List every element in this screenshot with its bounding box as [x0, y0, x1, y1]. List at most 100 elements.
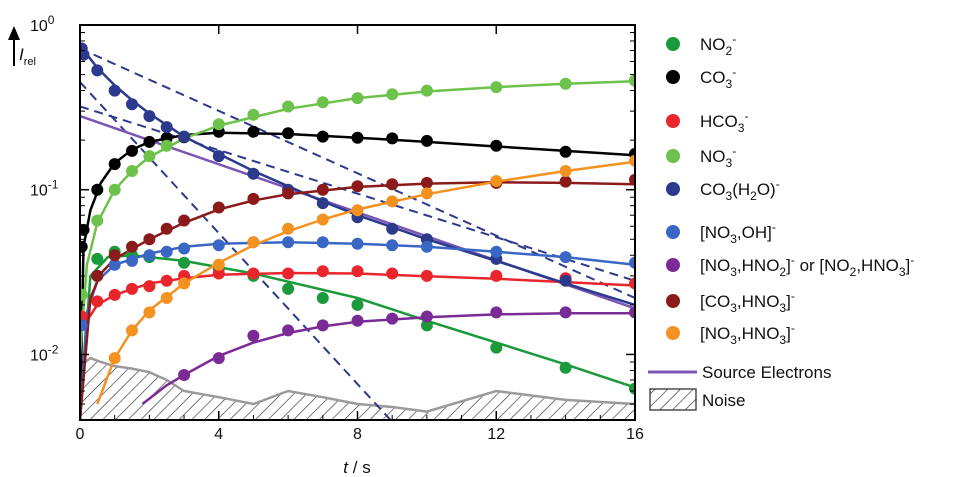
legend-label-no-oh: [NO3,OH]- [700, 220, 776, 246]
point-no-hno [178, 277, 191, 290]
point-no [91, 252, 104, 265]
point-co [108, 158, 121, 171]
point-no [351, 298, 364, 311]
point-co [420, 134, 433, 147]
point-hco [386, 267, 399, 280]
point-no [178, 256, 191, 269]
point-no-hno-or-no-hno [559, 306, 572, 319]
point-no [143, 150, 156, 163]
point-co-hno [629, 173, 635, 186]
point-co [351, 131, 364, 144]
point-no-oh [490, 245, 503, 258]
point-no-oh [212, 239, 225, 252]
point-no-oh [160, 245, 173, 258]
point-co [386, 132, 399, 145]
noise-area [80, 358, 635, 420]
point-no-hno-or-no-hno [178, 369, 191, 381]
point-co-h-o [126, 98, 138, 111]
y-tick-label: 100 [30, 13, 55, 35]
point-no-oh [80, 319, 88, 332]
y-axis-arrow-head [8, 26, 20, 40]
point-co [143, 135, 156, 148]
point-co-hno [386, 178, 399, 191]
point-no [247, 108, 260, 121]
legend-marker-noise [649, 388, 697, 411]
point-co [91, 183, 104, 196]
x-tick-label: 4 [214, 426, 223, 443]
legend-label-co: CO3- [700, 65, 736, 91]
point-no-hno-or-no-hno [212, 352, 225, 365]
point-hco [126, 282, 138, 295]
point-no-oh [282, 236, 295, 249]
point-co-h-o [316, 197, 329, 210]
point-hco [351, 265, 364, 278]
point-no-hno [108, 352, 121, 365]
point-co [316, 130, 329, 143]
point-no-hno-or-no-hno [629, 306, 635, 319]
point-no-oh [143, 249, 156, 262]
point-no-hno-or-no-hno [316, 319, 329, 332]
point-no-hno-or-no-hno [490, 306, 503, 319]
x-tick-label: 12 [487, 426, 505, 443]
point-no [80, 288, 88, 301]
point-no-hno-or-no-hno [386, 312, 399, 325]
dashed-curve-3 [80, 47, 635, 299]
legend-label-hco: HCO3- [700, 109, 748, 135]
dashed-curve-2 [80, 105, 635, 282]
point-no [490, 81, 503, 94]
point-no-hno-or-no-hno [282, 324, 295, 337]
y-tick-label: 10-2 [30, 342, 59, 364]
point-co-hno [420, 176, 433, 189]
point-no [629, 382, 635, 395]
legend-label-co-h-o: CO3(H2O)- [700, 177, 780, 203]
legend-marker-no [666, 37, 680, 51]
point-no-oh [316, 236, 329, 249]
point-co-hno [178, 214, 191, 227]
point-no-oh [351, 237, 364, 250]
x-tick-label: 16 [626, 426, 644, 443]
point-no-hno [629, 154, 635, 167]
point-no-oh [178, 242, 191, 255]
fit-line-no-hno [96, 160, 635, 405]
point-no [316, 96, 329, 109]
point-no [629, 74, 635, 87]
data-points [80, 42, 635, 395]
point-no-hno-or-no-hno [420, 310, 433, 323]
point-no-oh [420, 240, 433, 253]
point-no [212, 118, 225, 131]
point-co-h-o [160, 121, 173, 134]
point-co-h-o [80, 48, 90, 61]
point-co-hno [212, 201, 225, 214]
y-tick-label: 10-1 [30, 178, 59, 200]
point-no-hno [316, 213, 329, 226]
point-no [386, 88, 399, 101]
point-hco [420, 269, 433, 282]
point-no-hno [351, 204, 364, 217]
point-no [351, 92, 364, 105]
point-co-hno [143, 233, 156, 246]
legend-marker-no-hno-or-no-hno [666, 258, 680, 272]
point-no [316, 292, 329, 304]
point-no-hno [420, 187, 433, 200]
point-co-hno [247, 192, 260, 205]
point-no [91, 214, 104, 227]
y-axis-title: Irel [19, 45, 36, 68]
point-co-hno [351, 180, 364, 193]
point-co-hno [160, 222, 173, 235]
point-no-oh [559, 251, 572, 264]
point-no [490, 341, 503, 354]
point-no [559, 77, 572, 90]
point-no [126, 165, 138, 177]
axes: 0 4 8 12 16 10-2 10-1 100 Irel t / s [8, 13, 644, 477]
legend-marker-hco [666, 114, 680, 128]
point-co-h-o [247, 167, 260, 180]
point-no-hno-or-no-hno [351, 314, 364, 327]
legend-label-no-hno-or-no-hno: [NO3,HNO2]- or [NO2,HNO3]- [700, 253, 914, 279]
point-no [108, 183, 121, 196]
legend-label-co-hno: [CO3,HNO3]- [700, 289, 795, 315]
point-co [559, 145, 572, 158]
point-co-hno [91, 269, 104, 282]
point-co-hno [559, 175, 572, 188]
point-no-hno [386, 195, 399, 208]
point-co-h-o [212, 150, 225, 163]
